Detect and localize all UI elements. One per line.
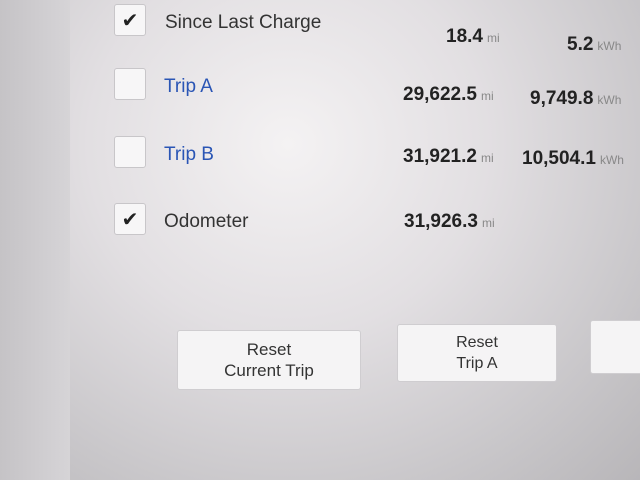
- row-label: Since Last Charge: [165, 12, 322, 33]
- checkbox-trip-b[interactable]: [114, 136, 146, 168]
- reset-trip-a-button[interactable]: Reset Trip A: [397, 324, 557, 382]
- check-icon: ✔: [121, 9, 139, 32]
- reset-current-trip-button[interactable]: Reset Current Trip: [177, 330, 361, 390]
- energy-value: 10,504.1 kWh: [522, 148, 624, 169]
- distance-value: 31,921.2 mi: [403, 146, 494, 167]
- distance-value: 18.4 mi: [446, 26, 500, 47]
- energy-value: 9,749.8 kWh: [530, 88, 622, 109]
- trip-row-odometer: ✔ Odometer 31,926.3 mi: [0, 203, 640, 243]
- row-label: Trip A: [164, 76, 213, 97]
- trip-row-trip-a: Trip A 29,622.5 mi 9,749.8 kWh: [0, 68, 640, 109]
- row-label: Trip B: [164, 144, 214, 165]
- checkbox-trip-a[interactable]: [114, 68, 146, 100]
- distance-value: 31,926.3 mi: [404, 211, 495, 232]
- trip-row-trip-b: Trip B 31,921.2 mi 10,504.1 kWh: [0, 136, 640, 176]
- checkbox-odometer[interactable]: ✔: [114, 203, 146, 235]
- checkbox-since-last-charge[interactable]: ✔: [114, 4, 146, 36]
- screen-bezel-shadow: [0, 0, 70, 480]
- trip-row-since-last-charge: ✔ Since Last Charge 18.4 mi 5.2 kWh: [0, 4, 640, 55]
- check-icon: ✔: [121, 208, 139, 231]
- distance-value: 29,622.5 mi: [403, 84, 494, 105]
- energy-value: 5.2 kWh: [567, 34, 622, 55]
- reset-trip-b-button[interactable]: [590, 320, 640, 374]
- row-label: Odometer: [164, 211, 249, 232]
